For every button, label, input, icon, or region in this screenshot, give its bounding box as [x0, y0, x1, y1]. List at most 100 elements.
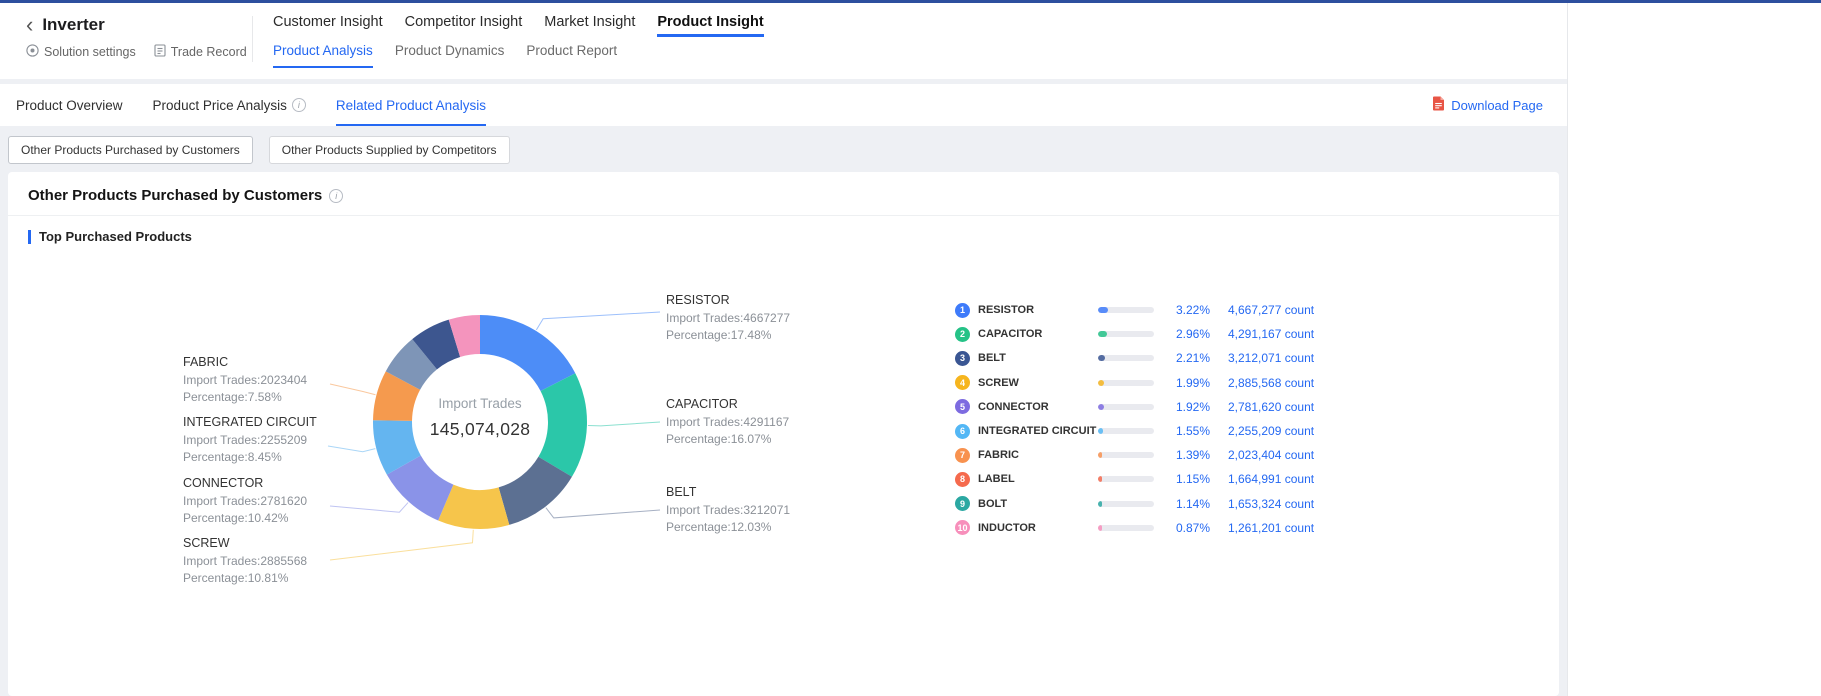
ranking-list: 1RESISTOR3.22%4,667,277 count2CAPACITOR2… — [955, 298, 1358, 540]
header-tabs: Customer Insight Competitor Insight Market… — [273, 3, 764, 79]
progress-track — [1098, 452, 1154, 458]
rank-badge: 5 — [955, 399, 970, 414]
progress-fill — [1098, 452, 1102, 458]
callout-name: FABRIC — [183, 354, 343, 371]
rank-count: 1,653,324 count — [1228, 497, 1358, 511]
progress-fill — [1098, 355, 1105, 361]
rank-row-integrated-circuit: 6INTEGRATED CIRCUIT1.55%2,255,209 count — [955, 419, 1358, 443]
progress-track — [1098, 404, 1154, 410]
progress-track — [1098, 525, 1154, 531]
progress-track — [1098, 501, 1154, 507]
rank-row-connector: 5CONNECTOR1.92%2,781,620 count — [955, 395, 1358, 419]
leader-line-belt — [546, 508, 660, 518]
callout-import-trades: Import Trades:2885568 — [183, 553, 343, 570]
progress-track — [1098, 380, 1154, 386]
progress-track — [1098, 355, 1154, 361]
solution-settings-label: Solution settings — [44, 45, 136, 59]
top-header: ‹ Inverter Solution settings Trade Recor… — [0, 3, 1567, 79]
app-root: ‹ Inverter Solution settings Trade Recor… — [0, 3, 1568, 696]
back-button[interactable]: ‹ — [26, 17, 33, 33]
rank-percentage: 3.22% — [1164, 303, 1210, 317]
rank-row-inductor: 10INDUCTOR0.87%1,261,201 count — [955, 516, 1358, 540]
callout-percentage: Percentage:17.48% — [666, 327, 826, 344]
tab-customer-insight[interactable]: Customer Insight — [273, 14, 383, 37]
info-icon[interactable]: i — [292, 98, 306, 112]
rank-name: CONNECTOR — [978, 401, 1098, 413]
section-tab-product-price-analysis[interactable]: Product Price Analysis i — [153, 84, 306, 126]
callout-import-trades: Import Trades:2255209 — [183, 432, 343, 449]
tab-label: Product Price Analysis — [153, 98, 287, 113]
donut-chart — [8, 254, 708, 614]
rank-badge: 8 — [955, 472, 970, 487]
target-icon — [26, 44, 39, 60]
callout-percentage: Percentage:12.03% — [666, 519, 826, 536]
section-tab-product-overview[interactable]: Product Overview — [16, 84, 123, 126]
rank-row-belt: 3BELT2.21%3,212,071 count — [955, 346, 1358, 370]
section-tab-related-product-analysis[interactable]: Related Product Analysis — [336, 84, 486, 126]
donut-segment-resistor[interactable] — [480, 315, 575, 391]
rank-count: 1,261,201 count — [1228, 521, 1358, 535]
rank-name: FABRIC — [978, 449, 1098, 461]
callout-import-trades: Import Trades:4291167 — [666, 414, 826, 431]
callout-screw: SCREWImport Trades:2885568Percentage:10.… — [183, 535, 343, 587]
tab-label: Competitor Insight — [405, 14, 523, 30]
header-divider — [252, 16, 253, 62]
callout-connector: CONNECTORImport Trades:2781620Percentage… — [183, 475, 343, 527]
panel-title: Other Products Purchased by Customers — [28, 187, 322, 204]
callout-name: INTEGRATED CIRCUIT — [183, 414, 343, 431]
trade-record-link[interactable]: Trade Record — [154, 44, 247, 60]
rank-percentage: 2.96% — [1164, 327, 1210, 341]
download-page-link[interactable]: Download Page — [1432, 84, 1543, 126]
callout-import-trades: Import Trades:2023404 — [183, 372, 343, 389]
callout-name: SCREW — [183, 535, 343, 552]
callout-percentage: Percentage:8.45% — [183, 449, 343, 466]
progress-fill — [1098, 307, 1108, 313]
rank-name: LABEL — [978, 473, 1098, 485]
rank-count: 2,023,404 count — [1228, 448, 1358, 462]
analysis-tabs: Product Overview Product Price Analysis i R… — [16, 84, 486, 126]
progress-fill — [1098, 380, 1104, 386]
callout-import-trades: Import Trades:2781620 — [183, 493, 343, 510]
tab-market-insight[interactable]: Market Insight — [544, 14, 635, 37]
tab-competitor-insight[interactable]: Competitor Insight — [405, 14, 523, 37]
progress-track — [1098, 428, 1154, 434]
rank-row-bolt: 9BOLT1.14%1,653,324 count — [955, 492, 1358, 516]
panel-info-icon[interactable]: i — [329, 189, 343, 203]
filter-chips: Other Products Purchased by Customers Oth… — [0, 126, 1567, 172]
rank-percentage: 1.39% — [1164, 448, 1210, 462]
rank-count: 2,781,620 count — [1228, 400, 1358, 414]
subtab-product-analysis[interactable]: Product Analysis — [273, 43, 373, 68]
rank-badge: 4 — [955, 375, 970, 390]
rank-badge: 3 — [955, 351, 970, 366]
rank-percentage: 0.87% — [1164, 521, 1210, 535]
rank-count: 4,667,277 count — [1228, 303, 1358, 317]
subtab-product-report[interactable]: Product Report — [526, 43, 617, 68]
tab-label: Product Dynamics — [395, 43, 505, 58]
tab-label: Product Analysis — [273, 43, 373, 58]
solution-settings-link[interactable]: Solution settings — [26, 44, 136, 60]
subtab-product-dynamics[interactable]: Product Dynamics — [395, 43, 505, 68]
rank-row-label: 8LABEL1.15%1,664,991 count — [955, 467, 1358, 491]
rank-badge: 10 — [955, 520, 970, 535]
tab-product-insight[interactable]: Product Insight — [657, 14, 763, 37]
progress-track — [1098, 307, 1154, 313]
callout-name: RESISTOR — [666, 292, 826, 309]
callout-percentage: Percentage:16.07% — [666, 431, 826, 448]
product-insight-subtabs: Product Analysis Product Dynamics Product … — [273, 43, 764, 68]
rank-percentage: 2.21% — [1164, 351, 1210, 365]
tab-label: Product Insight — [657, 14, 763, 30]
progress-fill — [1098, 501, 1102, 507]
callout-resistor: RESISTORImport Trades:4667277Percentage:… — [666, 292, 826, 344]
rank-badge: 7 — [955, 448, 970, 463]
tab-label: Related Product Analysis — [336, 98, 486, 113]
insight-tabs: Customer Insight Competitor Insight Market… — [273, 14, 764, 37]
callout-name: BELT — [666, 484, 826, 501]
rank-count: 2,255,209 count — [1228, 424, 1358, 438]
tab-label: Customer Insight — [273, 14, 383, 30]
chip-other-products-purchased-by-customers[interactable]: Other Products Purchased by Customers — [8, 136, 253, 164]
rank-name: INTEGRATED CIRCUIT — [978, 425, 1098, 437]
callout-name: CONNECTOR — [183, 475, 343, 492]
chip-other-products-supplied-by-competitors[interactable]: Other Products Supplied by Competitors — [269, 136, 510, 164]
document-icon — [154, 44, 166, 60]
callout-import-trades: Import Trades:3212071 — [666, 502, 826, 519]
